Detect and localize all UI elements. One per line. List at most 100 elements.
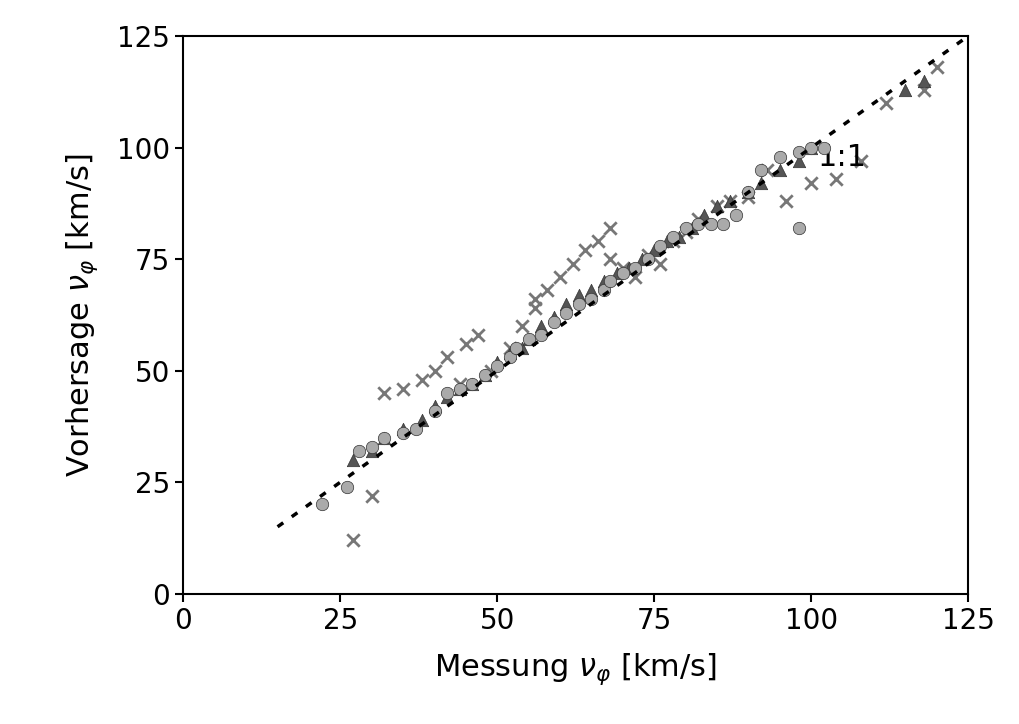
Point xyxy=(464,378,480,390)
Point xyxy=(451,383,468,395)
Point xyxy=(602,253,619,265)
Point xyxy=(590,235,606,247)
Point xyxy=(439,387,455,399)
Y-axis label: Vorhersage $\nu_{\varphi}$ [km/s]: Vorhersage $\nu_{\varphi}$ [km/s] xyxy=(65,153,101,476)
Point xyxy=(583,285,599,296)
Point xyxy=(414,414,430,426)
Point xyxy=(614,262,631,274)
Point xyxy=(652,240,668,252)
Point xyxy=(571,298,587,310)
Point xyxy=(364,489,380,501)
Point xyxy=(471,329,487,341)
Point xyxy=(672,231,688,243)
Point xyxy=(740,191,756,203)
Point xyxy=(552,272,569,283)
Point xyxy=(558,307,575,319)
Point xyxy=(533,320,549,332)
Point xyxy=(451,378,468,390)
Point xyxy=(614,266,631,278)
Point xyxy=(414,374,430,385)
Point xyxy=(721,195,738,207)
Point xyxy=(878,97,895,109)
Point xyxy=(916,84,932,96)
Point xyxy=(803,177,819,189)
Point xyxy=(634,253,650,265)
Point xyxy=(477,369,493,381)
Point xyxy=(458,338,474,350)
Point xyxy=(897,84,913,96)
Point xyxy=(690,214,706,225)
Point xyxy=(376,432,392,443)
Point xyxy=(753,164,769,176)
Point xyxy=(753,177,769,189)
X-axis label: Messung $\nu_{\varphi}$ [km/s]: Messung $\nu_{\varphi}$ [km/s] xyxy=(434,652,717,687)
Point xyxy=(715,218,732,230)
Point xyxy=(539,285,555,296)
Point xyxy=(344,534,361,546)
Point xyxy=(364,441,380,452)
Point xyxy=(916,75,932,87)
Point xyxy=(439,352,455,363)
Point xyxy=(702,218,718,230)
Point xyxy=(565,258,581,269)
Point xyxy=(678,222,694,234)
Point xyxy=(853,155,869,167)
Point xyxy=(451,383,468,395)
Point xyxy=(803,142,819,153)
Point xyxy=(709,200,726,211)
Point xyxy=(545,316,561,327)
Point xyxy=(608,266,625,278)
Point xyxy=(314,499,330,510)
Point xyxy=(791,155,807,167)
Point xyxy=(426,365,442,376)
Point xyxy=(577,245,593,256)
Point xyxy=(740,187,756,198)
Point xyxy=(640,249,656,261)
Point xyxy=(364,445,380,457)
Point xyxy=(545,311,561,323)
Point xyxy=(646,245,662,256)
Point xyxy=(721,195,738,207)
Point xyxy=(501,347,518,358)
Point xyxy=(558,298,575,310)
Point xyxy=(759,164,775,176)
Point xyxy=(815,142,832,153)
Point xyxy=(515,342,531,354)
Point xyxy=(439,392,455,403)
Point xyxy=(621,262,637,274)
Point xyxy=(728,209,744,220)
Point xyxy=(596,285,612,296)
Point xyxy=(571,289,587,300)
Point xyxy=(602,276,619,287)
Point xyxy=(664,231,681,243)
Point xyxy=(376,432,392,443)
Point xyxy=(771,164,788,176)
Point xyxy=(515,320,531,332)
Point xyxy=(602,222,619,234)
Point xyxy=(426,405,442,416)
Point xyxy=(828,173,845,185)
Point xyxy=(501,352,518,363)
Point xyxy=(527,303,543,314)
Point xyxy=(426,400,442,412)
Point xyxy=(658,235,675,247)
Point xyxy=(395,423,412,434)
Point xyxy=(771,151,788,162)
Point xyxy=(777,195,794,207)
Point xyxy=(803,142,819,153)
Point xyxy=(678,227,694,238)
Point xyxy=(664,235,681,247)
Point xyxy=(690,218,706,230)
Point xyxy=(376,387,392,399)
Point xyxy=(507,342,524,354)
Text: 1:1: 1:1 xyxy=(817,143,866,172)
Point xyxy=(791,146,807,158)
Point xyxy=(928,62,945,73)
Point xyxy=(640,253,656,265)
Point xyxy=(628,272,644,283)
Point xyxy=(684,222,700,234)
Point xyxy=(483,365,499,376)
Point xyxy=(395,383,412,395)
Point xyxy=(521,334,537,345)
Point xyxy=(464,378,480,390)
